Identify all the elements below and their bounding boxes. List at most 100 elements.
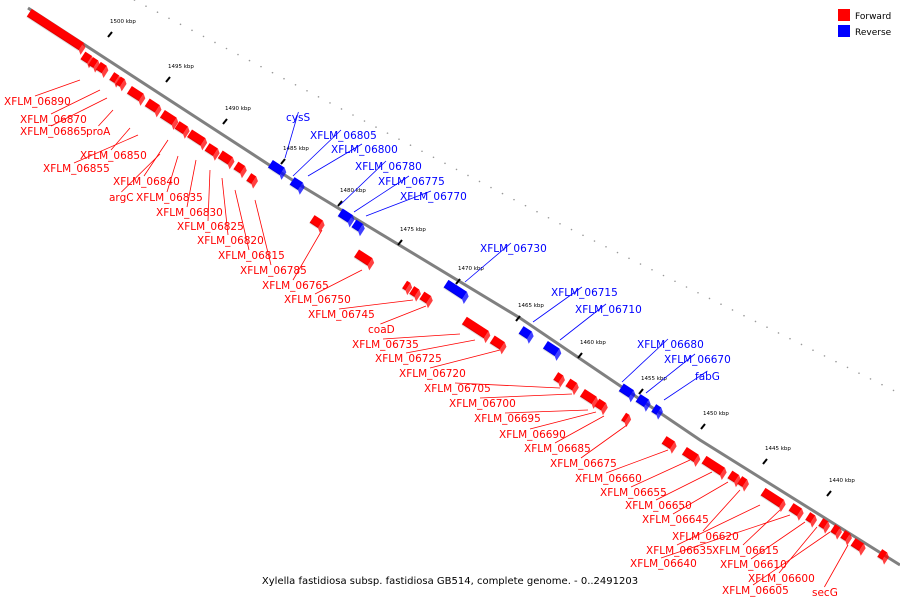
gene-label[interactable]: XFLM_06715 bbox=[551, 287, 618, 299]
leader-line bbox=[292, 129, 342, 177]
forward-gene-block bbox=[144, 98, 162, 118]
tick-label: 1490 kbp bbox=[225, 106, 251, 112]
gene-label[interactable]: XFLM_06835 bbox=[136, 192, 203, 204]
gene-label[interactable]: XFLM_06775 bbox=[378, 176, 445, 188]
gene-label[interactable]: XFLM_06605 bbox=[722, 585, 789, 597]
tick-label: 1460 kbp bbox=[580, 340, 606, 346]
gene-label[interactable]: XFLM_06785 bbox=[240, 265, 307, 277]
gene-label[interactable]: XFLM_06635 bbox=[646, 545, 713, 557]
gene-label[interactable]: XFLM_06610 bbox=[720, 559, 787, 571]
gene-label[interactable]: XFLM_06745 bbox=[308, 309, 375, 321]
leader-line bbox=[339, 160, 387, 206]
gene-label[interactable]: cysS bbox=[286, 112, 310, 124]
gene-label[interactable]: XFLM_06600 bbox=[748, 573, 815, 585]
scale-dot bbox=[237, 53, 239, 56]
gene-side bbox=[154, 105, 162, 118]
gene-body bbox=[840, 530, 851, 541]
gene-shade bbox=[353, 256, 369, 267]
scale-dot bbox=[789, 337, 791, 340]
gene-label[interactable]: XFLM_06640 bbox=[630, 558, 697, 570]
gene-label[interactable]: XFLM_06865 bbox=[20, 126, 87, 138]
scale-dot bbox=[662, 274, 665, 277]
gene-label[interactable]: XFLM_06695 bbox=[474, 413, 541, 425]
scale-dot bbox=[202, 35, 205, 38]
gene-body bbox=[88, 57, 99, 68]
gene-label[interactable]: XFLM_06890 bbox=[4, 96, 71, 108]
gene-shade bbox=[736, 482, 743, 488]
gene-label[interactable]: XFLM_06645 bbox=[642, 514, 709, 526]
gene-label[interactable]: XFLM_06655 bbox=[600, 487, 667, 499]
forward-gene-block bbox=[217, 150, 235, 170]
scale-dot bbox=[881, 383, 883, 386]
leader-line bbox=[405, 339, 476, 354]
gene-shade bbox=[95, 68, 103, 75]
gene-label[interactable]: XFLM_06725 bbox=[375, 353, 442, 365]
tick-label: 1465 kbp bbox=[518, 303, 544, 309]
gene-label[interactable]: XFLM_06620 bbox=[672, 531, 739, 543]
leader-line bbox=[824, 544, 849, 588]
gene-label[interactable]: XFLM_06805 bbox=[310, 130, 377, 142]
gene-label[interactable]: XFLM_06705 bbox=[424, 383, 491, 395]
forward-gene-block bbox=[620, 412, 632, 428]
gene-shade bbox=[760, 494, 780, 509]
gene-body bbox=[805, 512, 816, 523]
gene-label[interactable]: XFLM_06710 bbox=[575, 304, 642, 316]
gene-label[interactable]: XFLM_06650 bbox=[625, 500, 692, 512]
gene-side bbox=[823, 521, 830, 534]
scale-dot bbox=[340, 108, 343, 110]
scale-dot bbox=[731, 309, 734, 311]
gene-side bbox=[810, 515, 817, 528]
gene-label[interactable]: XFLM_06700 bbox=[449, 398, 516, 410]
gene-body bbox=[419, 291, 432, 304]
leader-line bbox=[742, 509, 781, 546]
scale-dot bbox=[283, 77, 285, 80]
gene-side bbox=[693, 454, 701, 467]
scale-dot bbox=[513, 198, 515, 201]
gene-label[interactable]: secG bbox=[812, 587, 838, 599]
forward-gene-block bbox=[204, 143, 220, 161]
gene-label[interactable]: XFLM_06660 bbox=[575, 473, 642, 485]
gene-label[interactable]: XFLM_06815 bbox=[218, 250, 285, 262]
gene-side bbox=[835, 527, 842, 540]
scale-dot bbox=[754, 320, 757, 323]
gene-label[interactable]: argC bbox=[109, 192, 134, 204]
gene-label[interactable]: XFLM_06830 bbox=[156, 207, 223, 219]
gene-label[interactable]: proA bbox=[86, 126, 111, 138]
gene-label[interactable]: XFLM_06850 bbox=[80, 150, 147, 162]
gene-side bbox=[527, 331, 534, 344]
gene-label[interactable]: XFLM_06770 bbox=[400, 191, 467, 203]
gene-label[interactable]: XFLM_06685 bbox=[524, 443, 591, 455]
gene-shade bbox=[681, 453, 695, 464]
gene-label[interactable]: XFLM_06825 bbox=[177, 221, 244, 233]
gene-label[interactable]: XFLM_06840 bbox=[113, 176, 180, 188]
gene-label[interactable]: XFLM_06780 bbox=[355, 161, 422, 173]
gene-side bbox=[601, 402, 608, 416]
gene-label[interactable]: XFLM_06750 bbox=[284, 294, 351, 306]
leader-line bbox=[50, 89, 101, 115]
gene-side bbox=[358, 223, 365, 237]
gene-label[interactable]: XFLM_06680 bbox=[637, 339, 704, 351]
gene-label[interactable]: XFLM_06690 bbox=[499, 429, 566, 441]
gene-label[interactable]: XFLM_06615 bbox=[712, 545, 779, 557]
gene-label[interactable]: XFLM_06720 bbox=[399, 368, 466, 380]
forward-gene-block bbox=[353, 249, 375, 271]
leader-line bbox=[50, 97, 108, 127]
gene-body bbox=[788, 503, 802, 517]
gene-body bbox=[309, 215, 323, 229]
gene-label[interactable]: fabG bbox=[695, 371, 720, 383]
gene-label[interactable]: XFLM_06765 bbox=[262, 280, 329, 292]
gene-label[interactable]: XFLM_06730 bbox=[480, 243, 547, 255]
gene-label[interactable]: XFLM_06820 bbox=[197, 235, 264, 247]
gene-label[interactable]: XFLM_06670 bbox=[664, 354, 731, 366]
gene-label[interactable]: XFLM_06855 bbox=[43, 163, 110, 175]
gene-label[interactable]: XFLM_06870 bbox=[20, 114, 87, 126]
gene-shade bbox=[26, 15, 80, 52]
leader-line bbox=[121, 153, 161, 193]
gene-side bbox=[414, 289, 421, 302]
forward-gene-block bbox=[661, 436, 677, 454]
gene-label[interactable]: XFLM_06800 bbox=[331, 144, 398, 156]
gene-label[interactable]: coaD bbox=[368, 324, 395, 336]
gene-shade bbox=[87, 63, 94, 69]
gene-label[interactable]: XFLM_06675 bbox=[550, 458, 617, 470]
gene-label[interactable]: XFLM_06735 bbox=[352, 339, 419, 351]
